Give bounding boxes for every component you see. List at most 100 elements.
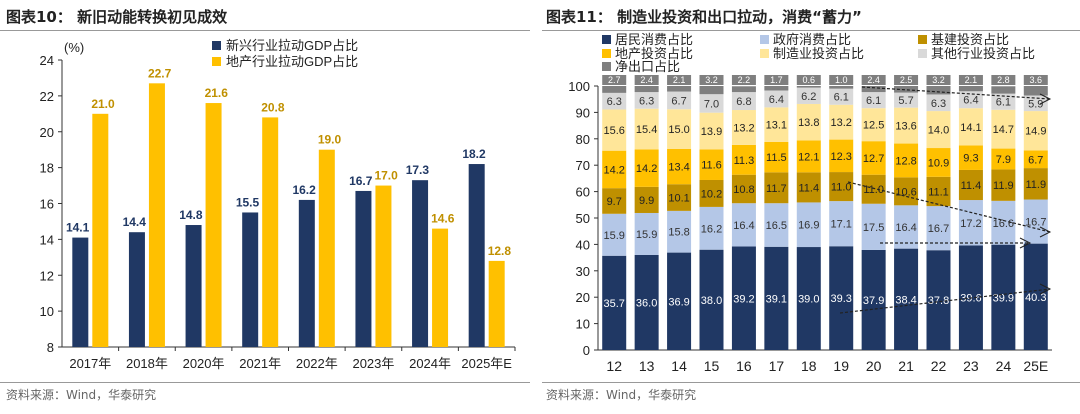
stacked-bar-segment <box>991 86 1016 94</box>
stacked-bar-segment <box>699 112 724 150</box>
legend-label: 新兴行业拉动GDP占比 <box>226 38 358 53</box>
bar-property <box>205 103 222 347</box>
stacked-bar-segment <box>634 212 659 255</box>
y-tick-label: 16 <box>40 197 54 212</box>
data-label: 15.8 <box>668 227 689 239</box>
stacked-bar-segment <box>764 172 789 204</box>
data-label: 2.7 <box>608 75 621 85</box>
source-divider <box>542 382 1080 383</box>
data-label: 16.2 <box>292 183 316 197</box>
stacked-bar-segment <box>699 179 724 207</box>
stacked-bar-segment <box>829 201 854 247</box>
y-tick-label: 24 <box>40 53 54 68</box>
stacked-bar-segment <box>764 86 789 91</box>
data-label: 2.4 <box>640 75 653 85</box>
x-tick-label: 22 <box>931 358 947 374</box>
net-export-label-box <box>667 75 692 85</box>
legend-label: 居民消费占比 <box>615 32 693 47</box>
data-label: 11.5 <box>766 152 787 164</box>
stacked-bar-segment <box>861 86 886 93</box>
stacked-bar-segment <box>634 186 659 213</box>
stacked-bar-segment <box>861 141 886 175</box>
stacked-bar-segment <box>829 246 854 350</box>
data-label: 11.1 <box>928 186 949 198</box>
stacked-bar-segment <box>764 107 789 142</box>
x-tick-label: 12 <box>606 358 622 374</box>
data-label: 6.3 <box>931 98 946 110</box>
y-tick-label: 50 <box>576 211 590 226</box>
stacked-bar-segment <box>602 86 627 93</box>
legend-swatch <box>918 35 927 44</box>
y-tick-label: 100 <box>568 79 590 94</box>
data-label: 10.2 <box>701 188 722 200</box>
stacked-bar-segment <box>1023 150 1048 169</box>
data-label: 13.2 <box>831 117 852 129</box>
stacked-bar-segment <box>602 109 627 151</box>
data-label: 11.6 <box>701 160 722 172</box>
data-label: 39.3 <box>831 293 852 305</box>
data-label: 11.0 <box>831 182 852 194</box>
data-label: 9.3 <box>963 153 978 165</box>
data-label: 12.7 <box>863 153 884 165</box>
y-tick-label: 10 <box>40 304 54 319</box>
stacked-bar-segment <box>796 247 821 350</box>
data-label: 20.8 <box>261 100 285 114</box>
stacked-bar-segment <box>731 110 756 145</box>
bar-emerging <box>128 232 145 347</box>
data-label: 12.8 <box>895 155 916 167</box>
stacked-bar-segment <box>667 252 692 350</box>
x-tick-label: 24 <box>996 358 1012 374</box>
stacked-bar-segment <box>861 203 886 250</box>
stacked-bar-segment <box>991 109 1016 149</box>
data-label: 39.1 <box>766 293 787 305</box>
data-label: 15.4 <box>636 124 657 136</box>
y-tick-label: 14 <box>40 232 54 247</box>
data-label: 14.1 <box>960 122 981 134</box>
stacked-bar-segment <box>764 203 789 247</box>
stacked-bar-segment <box>796 86 821 88</box>
stacked-bar-segment <box>699 249 724 350</box>
stacked-bar-segment <box>829 86 854 89</box>
stacked-bar-segment <box>667 86 692 92</box>
stacked-bar-segment <box>894 107 919 144</box>
data-label: 16.7 <box>1025 217 1046 229</box>
data-label: 17.3 <box>406 163 430 177</box>
bar-emerging <box>355 190 372 347</box>
stacked-bar-segment <box>958 145 983 170</box>
trend-arrow <box>839 288 1051 314</box>
data-label: 14.2 <box>604 164 625 176</box>
net-export-label-box <box>1023 75 1048 85</box>
stacked-bar-segment <box>926 94 951 112</box>
stacked-bar-segment <box>829 139 854 173</box>
stacked-bar-segment <box>861 174 886 204</box>
data-label: 10.9 <box>928 157 949 169</box>
data-label: 38.0 <box>701 295 722 307</box>
data-label: 6.8 <box>736 96 751 108</box>
bar-emerging <box>185 225 202 347</box>
net-export-label-box <box>731 75 756 85</box>
legend-swatch <box>602 49 611 58</box>
stacked-bar-segment <box>926 176 951 207</box>
x-tick-label: 2022年 <box>296 356 338 371</box>
stacked-bar-segment <box>1023 168 1048 200</box>
data-label: 18.2 <box>462 147 486 161</box>
legend-label: 政府消费占比 <box>773 32 851 47</box>
data-label: 16.9 <box>798 220 819 232</box>
arrow-head-icon <box>1039 226 1052 238</box>
net-export-label-box <box>764 75 789 85</box>
data-label: 11.3 <box>734 155 755 167</box>
data-label: 17.2 <box>960 218 981 230</box>
bar-emerging <box>468 164 485 347</box>
stacked-bar-segment <box>699 149 724 180</box>
data-label: 13.6 <box>895 121 916 133</box>
x-tick-label: 19 <box>833 358 849 374</box>
stacked-bar-segment <box>699 86 724 95</box>
data-label: 36.0 <box>636 297 657 309</box>
source-divider <box>0 382 530 383</box>
data-label: 14.9 <box>1025 126 1046 138</box>
stacked-bar-segment <box>861 92 886 109</box>
net-export-label-box <box>861 75 886 85</box>
stacked-bar-segment <box>958 200 983 246</box>
stacked-bar-segment <box>634 108 659 150</box>
